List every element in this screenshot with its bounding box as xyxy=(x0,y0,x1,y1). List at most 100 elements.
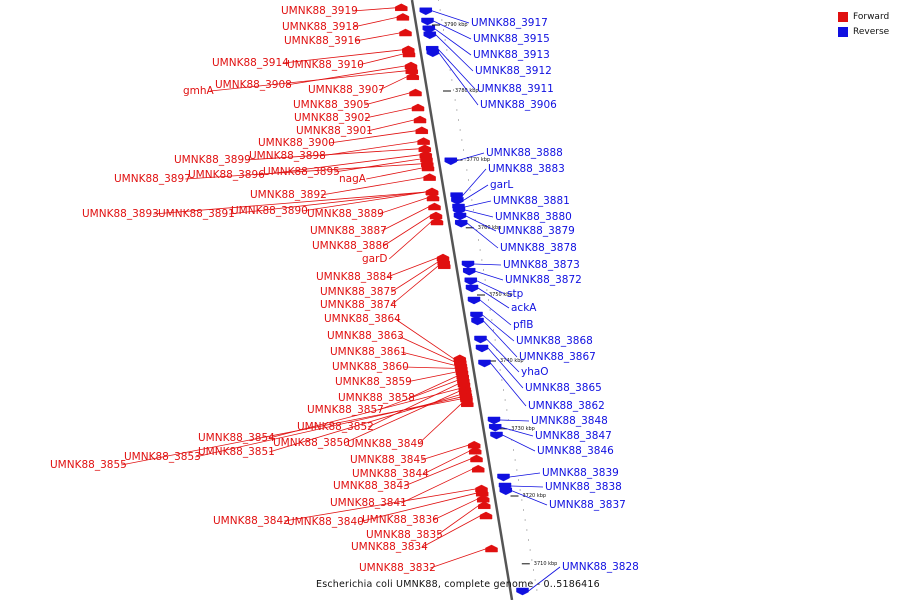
leader-line xyxy=(259,154,420,176)
gene-labels: UMNK88_3919 UMNK88_3918 UMNK88_3916 UMNK88_… xyxy=(50,5,639,574)
leader-line xyxy=(353,17,397,28)
forward-gene-label: garD xyxy=(362,253,388,265)
forward-gene-feature xyxy=(470,454,483,463)
leader-line xyxy=(185,163,422,180)
leader-line xyxy=(195,396,461,458)
leader-line xyxy=(355,32,400,42)
leader-line xyxy=(378,197,428,215)
reverse-gene-feature xyxy=(444,157,458,166)
leader-line xyxy=(509,472,541,478)
reverse-gene-feature xyxy=(423,31,437,40)
forward-swatch xyxy=(838,11,848,22)
forward-gene-label: UMNK88_3886 xyxy=(312,240,389,252)
forward-gene-label: UMNK88_3844 xyxy=(352,468,429,480)
leader-line xyxy=(475,270,504,281)
leader-line xyxy=(321,177,424,196)
leader-line xyxy=(364,92,410,106)
leader-line xyxy=(434,28,472,56)
leader-line xyxy=(329,130,416,144)
forward-gene-label: UMNK88_3849 xyxy=(347,438,424,450)
reverse-gene-label: UMNK88_3848 xyxy=(531,415,608,427)
reverse-gene-feature xyxy=(454,219,468,228)
leader-line xyxy=(245,148,419,161)
forward-gene-label: UMNK88_3884 xyxy=(316,271,393,283)
legend-forward: Forward xyxy=(838,9,889,24)
leader-line xyxy=(401,351,455,366)
leader-line xyxy=(501,426,534,437)
reverse-swatch xyxy=(838,26,848,37)
leader-line xyxy=(403,366,456,369)
leader-line xyxy=(418,403,462,445)
forward-gene-label: UMNK88_3874 xyxy=(320,299,397,311)
reverse-gene-feature xyxy=(488,423,502,432)
leader-line xyxy=(456,152,485,162)
forward-gene-label: UMNK88_3889 xyxy=(307,208,384,220)
leader-line xyxy=(482,314,515,342)
forward-gene-feature xyxy=(415,126,429,135)
forward-gene-feature xyxy=(479,511,493,520)
leader-line xyxy=(391,261,438,293)
reverse-gene-label: UMNK88_3873 xyxy=(503,259,580,271)
leader-line xyxy=(502,434,536,452)
reverse-gene-label: UMNK88_3906 xyxy=(480,99,557,111)
leader-line xyxy=(422,515,481,548)
reverse-gene-label: pflB xyxy=(513,319,533,331)
reverse-gene-feature xyxy=(461,260,475,269)
reverse-gene-label: ackA xyxy=(511,302,537,314)
leader-line xyxy=(463,184,489,201)
forward-gene-label: UMNK88_3845 xyxy=(350,454,427,466)
reverse-gene-label: UMNK88_3878 xyxy=(500,242,577,254)
forward-gene-label: UMNK88_3864 xyxy=(324,313,401,325)
tick-label: 3730 kbp xyxy=(511,426,535,432)
leader-line xyxy=(404,458,471,487)
reverse-gene-feature xyxy=(465,284,479,293)
reverse-gene-label: UMNK88_3912 xyxy=(475,65,552,77)
leader-line xyxy=(409,375,457,399)
forward-gene-label: UMNK88_3843 xyxy=(333,480,410,492)
forward-gene-label: UMNK88_3900 xyxy=(258,137,335,149)
reverse-gene-feature xyxy=(475,344,489,353)
leader-line xyxy=(121,398,461,466)
reverse-gene-label: UMNK88_3915 xyxy=(473,33,550,45)
forward-gene-feature xyxy=(429,211,443,220)
forward-gene-label: UMNK88_3863 xyxy=(327,330,404,342)
reverse-gene-label: UMNK88_3828 xyxy=(562,561,639,573)
leader-line xyxy=(510,485,544,488)
forward-gene-label: UMNK88_3896 xyxy=(188,169,265,181)
legend: Forward Reverse xyxy=(838,9,889,39)
leader-line xyxy=(358,492,477,523)
reverse-gene-label: UMNK88_3865 xyxy=(525,382,602,394)
leader-line xyxy=(368,383,459,428)
leader-line xyxy=(378,380,458,411)
leader-line xyxy=(464,200,492,208)
reverse-gene-feature xyxy=(426,49,440,58)
forward-gene-label: UMNK88_3854 xyxy=(198,432,275,444)
leader-line xyxy=(473,263,502,266)
leader-line xyxy=(388,221,432,260)
reverse-gene-feature xyxy=(464,277,478,286)
forward-gene-label: UMNK88_3902 xyxy=(294,112,371,124)
leader-line xyxy=(383,215,431,247)
forward-gene-label: UMNK88_3841 xyxy=(330,497,407,509)
reverse-gene-feature xyxy=(490,431,503,440)
legend-reverse: Reverse xyxy=(838,24,889,39)
reverse-gene-label: UMNK88_3917 xyxy=(471,17,548,29)
tick-label: 3740 kbp xyxy=(500,358,524,364)
leader-line xyxy=(466,222,499,249)
leader-line xyxy=(284,488,476,522)
reverse-gene-label: UMNK88_3847 xyxy=(535,430,612,442)
reverse-gene-label: UMNK88_3880 xyxy=(495,211,572,223)
forward-gene-label: UMNK88_3875 xyxy=(320,286,397,298)
reverse-gene-feature xyxy=(516,587,529,596)
forward-gene-label: UMNK88_3893 xyxy=(82,208,159,220)
forward-gene-label: UMNK88_3840 xyxy=(287,516,364,528)
forward-gene-label: UMNK88_3890 xyxy=(231,205,308,217)
forward-gene-feature xyxy=(409,88,422,97)
reverse-gene-label: UMNK88_3872 xyxy=(505,274,582,286)
leader-line xyxy=(395,318,455,360)
forward-gene-label: UMNK88_3853 xyxy=(124,451,201,463)
reverse-gene-feature xyxy=(478,359,491,368)
reverse-gene-feature xyxy=(499,487,513,496)
leader-line xyxy=(352,7,396,12)
reverse-gene-label: UMNK88_3867 xyxy=(519,351,596,363)
